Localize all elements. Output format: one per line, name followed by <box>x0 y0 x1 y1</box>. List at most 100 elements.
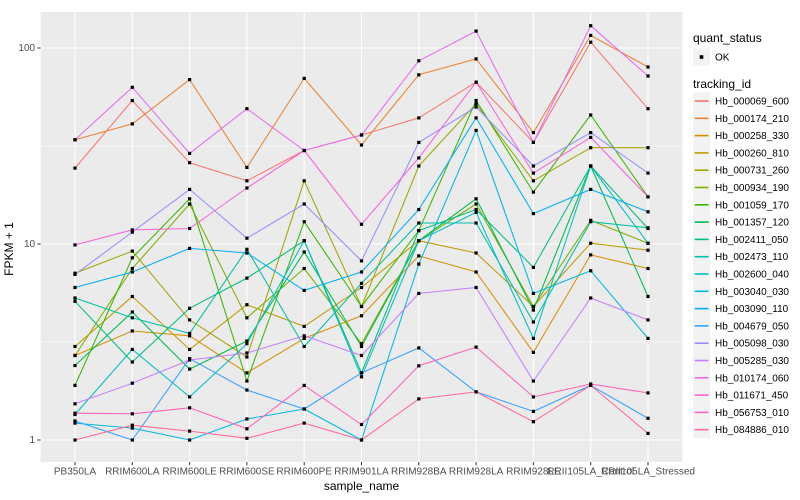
data-point <box>130 381 134 385</box>
data-point <box>245 251 249 255</box>
legend-item-Hb_002411_050: Hb_002411_050 <box>693 230 789 249</box>
legend-item-Hb_000260_810: Hb_000260_810 <box>693 144 789 162</box>
data-point <box>474 105 478 109</box>
data-point <box>417 239 421 243</box>
data-point <box>474 197 478 201</box>
data-point <box>531 395 535 399</box>
data-point <box>302 344 306 349</box>
data-point <box>302 407 306 411</box>
data-point <box>531 308 535 312</box>
legend-item-Hb_003040_030: Hb_003040_030 <box>693 282 789 300</box>
legend-item-Hb_000258_330: Hb_000258_330 <box>693 126 789 145</box>
data-point <box>646 210 650 214</box>
data-point <box>359 285 364 290</box>
data-point <box>531 320 535 324</box>
data-point <box>188 367 192 371</box>
data-point <box>417 221 421 225</box>
data-point <box>130 347 134 351</box>
data-point <box>130 423 134 427</box>
data-point <box>531 171 535 175</box>
data-point <box>474 270 478 274</box>
data-point <box>302 76 306 80</box>
data-point <box>188 151 192 155</box>
legend-item-Hb_002600_040: Hb_002600_040 <box>693 265 789 283</box>
data-point <box>359 438 364 442</box>
data-point <box>302 220 306 224</box>
data-point <box>474 116 478 120</box>
legend-item-Hb_084886_010: Hb_084886_010 <box>693 421 789 439</box>
data-point <box>302 334 306 338</box>
data-point <box>245 303 249 307</box>
data-point <box>245 276 249 280</box>
data-point <box>531 190 535 194</box>
ok-point-icon <box>699 55 704 59</box>
data-point <box>188 429 192 433</box>
data-point <box>589 146 593 150</box>
data-point <box>188 334 192 338</box>
data-point <box>531 336 535 340</box>
legend-item-Hb_001357_120: Hb_001357_120 <box>693 213 789 231</box>
legend-item-label: Hb_000260_810 <box>715 148 789 159</box>
data-point <box>417 254 421 258</box>
data-point <box>302 179 306 183</box>
legend-item-label: Hb_001059_170 <box>715 200 789 211</box>
data-point <box>302 383 306 387</box>
legend-item-Hb_005098_030: Hb_005098_030 <box>693 334 789 352</box>
data-point <box>417 156 421 160</box>
legend-item-Hb_000174_210: Hb_000174_210 <box>693 109 789 127</box>
legend-item-Hb_001059_170: Hb_001059_170 <box>693 196 789 214</box>
y-tick-label: 1 <box>30 435 36 446</box>
data-point <box>130 230 134 234</box>
legend-item-label: Hb_011671_450 <box>715 391 789 402</box>
y-axis-title: FPKM + 1 <box>2 222 16 276</box>
data-point <box>73 353 77 358</box>
data-point <box>589 383 593 387</box>
data-point <box>646 241 650 245</box>
data-point <box>417 207 421 212</box>
data-point <box>531 164 535 168</box>
x-tick-label: RRIM928LE <box>506 467 561 478</box>
data-point <box>73 383 77 387</box>
data-point <box>646 416 650 420</box>
data-point <box>245 339 249 343</box>
data-point <box>474 221 478 225</box>
data-point <box>130 438 134 442</box>
legend-item-label: Hb_002473_110 <box>715 252 789 263</box>
x-tick-label: RRII105LA_Stressed <box>601 467 695 478</box>
data-point <box>646 226 650 230</box>
data-point <box>188 438 192 442</box>
data-point <box>646 294 650 299</box>
data-point <box>417 140 421 144</box>
legend-item-Hb_003090_110: Hb_003090_110 <box>693 299 789 318</box>
data-point <box>474 251 478 255</box>
data-point <box>188 226 192 231</box>
legend-quant-status-title: quant_status <box>693 31 762 45</box>
data-point <box>73 285 77 290</box>
data-point <box>245 316 249 320</box>
data-point <box>531 304 535 309</box>
data-point <box>188 187 192 191</box>
data-point <box>245 388 249 392</box>
data-point <box>589 135 593 139</box>
data-point <box>130 426 134 430</box>
data-point <box>73 272 77 276</box>
data-point <box>359 259 364 263</box>
data-point <box>245 179 249 183</box>
data-point <box>474 57 478 61</box>
data-point <box>302 421 306 425</box>
data-point <box>245 186 249 190</box>
legend-item-label: Hb_005285_030 <box>715 356 789 367</box>
legend-item-label: Hb_002600_040 <box>715 270 789 281</box>
data-point <box>302 239 306 243</box>
y-tick-label: 100 <box>18 43 35 54</box>
legend-item-label: Hb_010174_060 <box>715 373 789 384</box>
data-point <box>531 179 535 183</box>
legend-item-label: Hb_001357_120 <box>715 218 789 229</box>
data-point <box>73 402 77 406</box>
data-point <box>474 210 478 214</box>
data-point <box>245 379 249 383</box>
data-point <box>589 131 593 135</box>
legend-item-Hb_000731_260: Hb_000731_260 <box>693 161 789 179</box>
x-tick-label: RRIM600PE <box>276 467 332 478</box>
